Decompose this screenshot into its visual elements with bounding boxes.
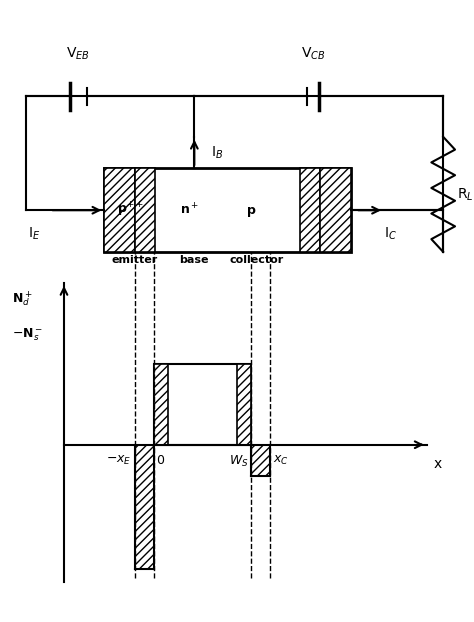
Text: collector: collector: [230, 255, 284, 265]
Text: V$_{CB}$: V$_{CB}$: [301, 46, 325, 62]
Bar: [300, 168, 320, 252]
Text: $-x_E$: $-x_E$: [106, 454, 132, 467]
Bar: [154, 364, 251, 445]
Text: I$_C$: I$_C$: [384, 226, 397, 242]
Text: I$_E$: I$_E$: [28, 226, 41, 242]
Text: p$^{++}$: p$^{++}$: [117, 201, 144, 220]
Text: I$_B$: I$_B$: [211, 144, 223, 160]
Text: base: base: [180, 255, 209, 265]
Bar: [251, 445, 270, 476]
Text: $-$N$_s^-$: $-$N$_s^-$: [12, 327, 43, 343]
Text: emitter: emitter: [112, 255, 158, 265]
Text: $x_C$: $x_C$: [273, 454, 288, 467]
Bar: [135, 445, 154, 569]
Text: p: p: [247, 204, 255, 216]
Text: R$_L$: R$_L$: [457, 186, 474, 203]
Bar: [104, 168, 135, 252]
Bar: [320, 168, 351, 252]
Text: V$_{EB}$: V$_{EB}$: [66, 46, 90, 62]
Text: n$^+$: n$^+$: [180, 203, 199, 218]
Text: N$_d^+$: N$_d^+$: [12, 289, 33, 308]
Bar: [237, 364, 251, 445]
Bar: [135, 168, 155, 252]
Text: x: x: [434, 457, 442, 471]
Text: $W_S$: $W_S$: [229, 454, 249, 469]
Bar: [104, 168, 351, 252]
Bar: [154, 364, 168, 445]
Text: 0: 0: [156, 454, 164, 467]
